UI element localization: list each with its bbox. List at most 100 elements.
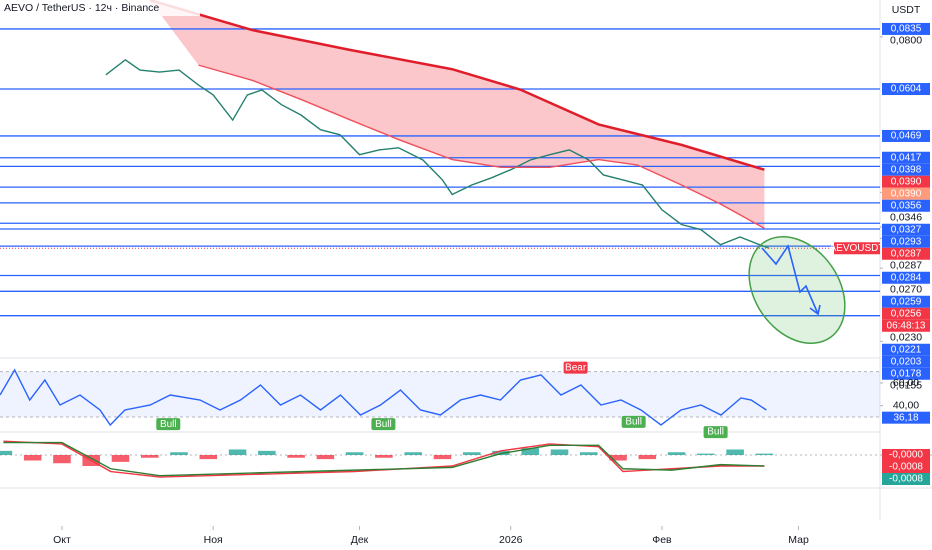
countdown-label-bg: [882, 319, 930, 332]
macd-value-label: -0,0000: [889, 450, 923, 461]
macd-histogram-bar: [316, 454, 335, 460]
level-label: 0,0604: [891, 84, 922, 95]
level-label-bg: [882, 271, 930, 284]
symbol-badge: [834, 242, 880, 255]
y-tick-label: 0,0230: [890, 332, 922, 344]
y-tick-label: 0,0155: [890, 380, 922, 392]
level-label: 0,0203: [891, 356, 922, 367]
signal-label: Bull: [160, 419, 177, 430]
macd-histogram-bar: [638, 454, 657, 460]
macd-histogram-bar: [697, 453, 715, 455]
macd-histogram-bar: [258, 450, 276, 455]
price-line: [105, 58, 770, 249]
marker-label-bg: [882, 187, 930, 200]
macd-histogram-bar: [726, 449, 744, 455]
level-label: 0,0221: [891, 344, 922, 355]
level-label: 0,0327: [891, 224, 922, 235]
y-tick-label: 0,0346: [890, 212, 922, 224]
macd-histogram-bar: [140, 454, 159, 458]
x-tick-label: Ноя: [204, 534, 223, 546]
macd-histogram-bar: [0, 450, 13, 455]
level-label: 0,0398: [891, 164, 922, 175]
macd-histogram-bar: [228, 449, 247, 455]
level-label-bg: [882, 22, 930, 35]
macd-histogram-bar: [111, 454, 130, 462]
signal-badge: [563, 361, 588, 374]
level-label-bg: [882, 235, 930, 248]
level-label: 0,0259: [891, 296, 922, 307]
ma-slow: [149, 0, 765, 171]
level-label: 0,0469: [891, 131, 922, 142]
macd-histogram-bar: [550, 449, 569, 455]
macd-histogram-bar: [609, 454, 627, 461]
macd-value-label: -0,0008: [889, 462, 923, 473]
macd-histogram-bar: [53, 454, 71, 464]
y-tick-label: 0,0270: [890, 284, 922, 296]
macd-histogram-bar: [287, 454, 305, 458]
signal-badge: [703, 426, 728, 439]
level-label: 0,0284: [891, 272, 922, 283]
level-label-bg: [882, 163, 930, 176]
level-label-bg: [882, 343, 930, 356]
marker-label: 0,0390: [891, 188, 922, 199]
marker-label-bg: [882, 175, 930, 188]
y-tick-label: 0,0800: [890, 35, 922, 47]
level-label: 0,0293: [891, 236, 922, 247]
signal-badge: [371, 418, 396, 431]
level-label-bg: [882, 199, 930, 212]
y-tick-label: 40,00: [893, 399, 919, 411]
macd-value-label-bg: [882, 472, 930, 485]
forecast-arrow: [761, 244, 819, 315]
macd-histogram-bar: [199, 454, 218, 460]
level-label-bg: [882, 129, 930, 142]
arrow-head: [809, 304, 821, 316]
y-tick-label: 0,0287: [890, 260, 922, 272]
x-tick-label: Мар: [788, 534, 809, 546]
macd-value-label-bg: [882, 460, 930, 473]
macd-histogram-bar: [521, 448, 540, 455]
marker-label: 0,0390: [891, 176, 922, 187]
symbol-header: AEVO / TetherUS · 12ч · Binance: [4, 2, 159, 14]
signal-label: Bull: [707, 427, 724, 438]
signal-line: [3, 441, 765, 477]
macd-histogram-bar: [433, 454, 452, 460]
macd-histogram-bar: [580, 452, 598, 455]
ma-fast: [198, 64, 765, 229]
macd-histogram-bar: [23, 454, 42, 461]
level-label-bg: [882, 223, 930, 236]
level-label: 0,0178: [891, 368, 922, 379]
macd-histogram-bar: [375, 454, 393, 458]
macd-value-label-bg: [882, 448, 930, 461]
symbol-label: AEVOUSDT: [829, 243, 884, 254]
level-label-bg: [882, 151, 930, 164]
level-label-bg: [882, 295, 930, 308]
signal-label: Bear: [565, 362, 587, 373]
signal-label: Bull: [375, 419, 392, 430]
macd-histogram-bar: [345, 452, 364, 455]
x-tick-label: Окт: [53, 534, 71, 546]
macd-histogram-bar: [755, 453, 774, 455]
x-tick-label: Дек: [351, 534, 369, 546]
rsi-band: [0, 371, 880, 418]
last-price-label-bg: [882, 307, 930, 320]
macd-histogram-bar: [404, 452, 422, 455]
level-label: 0,0356: [891, 200, 922, 211]
rsi-line: [0, 368, 767, 427]
signal-label: Bull: [625, 417, 642, 428]
level-label: 0,0417: [891, 152, 922, 163]
macd-histogram-bar: [170, 452, 188, 455]
countdown-label: 06:48:13: [887, 320, 926, 331]
level-label-bg: [882, 355, 930, 368]
last-price-label: 0,0256: [891, 308, 922, 319]
macd-histogram-bar: [667, 452, 686, 455]
x-tick-label: Фев: [652, 534, 672, 546]
marker-label-bg: [882, 247, 930, 260]
x-tick-label: 2026: [499, 534, 523, 546]
currency-label: USDT: [892, 4, 921, 16]
ma-band: [149, 0, 765, 229]
level-label: 0,0835: [891, 24, 922, 35]
signal-badge: [621, 415, 646, 428]
target-ellipse: [748, 235, 846, 345]
